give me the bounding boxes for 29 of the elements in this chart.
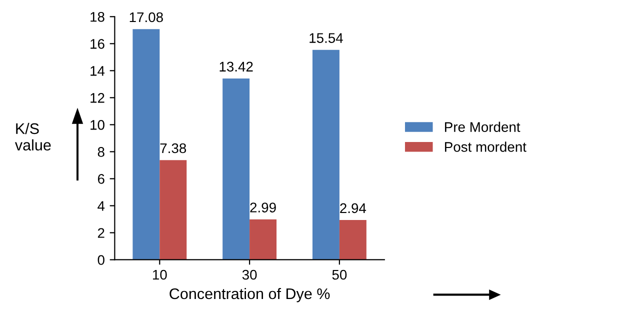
y-axis-title: K/S value [14, 122, 51, 151]
data-label: 7.38 [160, 143, 186, 154]
y-tick-label: 16 [90, 38, 104, 49]
bar [132, 29, 160, 260]
legend-label: Pre Mordent [445, 122, 520, 132]
y-tick-label: 10 [90, 120, 104, 130]
x-axis-title: Concentration of Dye % [170, 288, 330, 302]
y-tick-label: 8 [98, 147, 104, 157]
data-label: 13.42 [220, 62, 253, 72]
y-tick-label: 14 [90, 66, 105, 76]
data-label: 15.54 [310, 33, 343, 43]
legend-label: Post mordent [445, 142, 526, 152]
data-label: 17.08 [130, 12, 163, 22]
x-tick-label: 10 [152, 270, 167, 280]
bar [222, 78, 250, 260]
y-tick-label: 4 [98, 201, 105, 211]
y-tick-label: 6 [98, 174, 104, 184]
y-tick-label: 2 [98, 228, 104, 238]
y-tick-label: 0 [98, 255, 104, 265]
bar [312, 50, 340, 260]
bar [250, 219, 277, 260]
y-tick-label: 18 [90, 12, 104, 22]
x-tick-label: 30 [242, 270, 257, 280]
y-tick-label: 12 [90, 93, 104, 103]
data-label: 2.94 [340, 203, 366, 214]
data-label: 2.99 [250, 202, 276, 212]
x-tick-label: 50 [332, 270, 347, 280]
bar [339, 220, 366, 260]
bar [160, 160, 187, 260]
